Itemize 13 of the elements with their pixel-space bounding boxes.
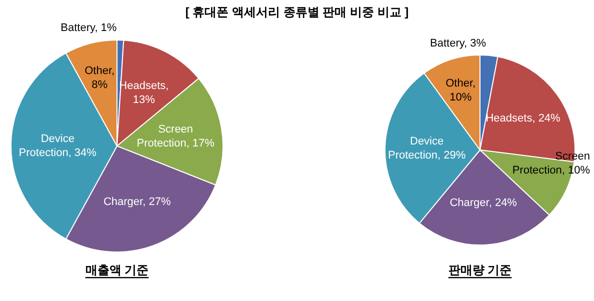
slice-label: Other, 8% <box>84 65 115 92</box>
slice-label: Device Protection, 29% <box>388 135 466 162</box>
slice-label: Battery, 1% <box>60 22 117 34</box>
text: 매출액 기준 <box>85 263 149 277</box>
slice-label: Other, 10% <box>446 77 476 104</box>
text: [ 휴대폰 액세서리 종류별 판매 비중 비교 ] <box>185 5 409 19</box>
slice-label: Headsets, 24% <box>486 112 561 125</box>
slice-label: Charger, 24% <box>450 197 518 210</box>
slice-label: Device Protection, 34% <box>18 133 97 159</box>
slice-label: Battery, 3% <box>430 37 486 50</box>
text: 판매량 기준 <box>448 263 512 277</box>
slice-label: Screen Protection, 17% <box>136 124 215 150</box>
slice-label: Charger, 27% <box>103 196 171 208</box>
